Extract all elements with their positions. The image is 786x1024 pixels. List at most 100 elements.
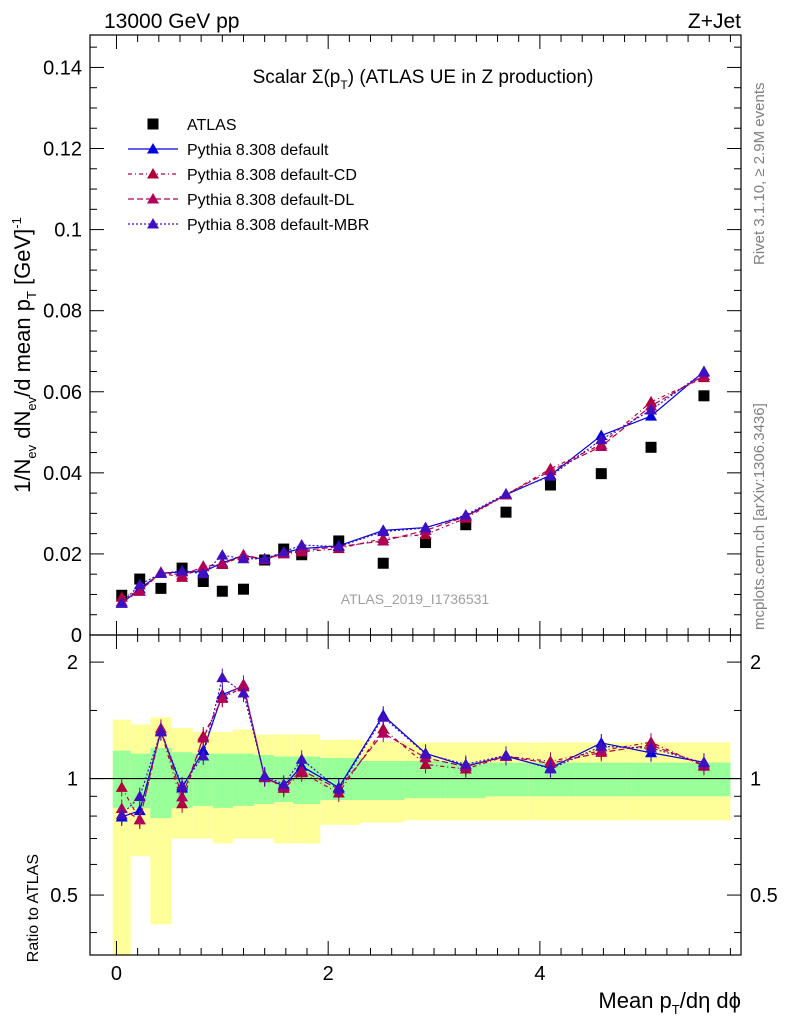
series-point bbox=[295, 544, 308, 556]
series-point bbox=[216, 549, 229, 560]
ratio-point bbox=[133, 804, 146, 816]
x-tick-label: 2 bbox=[323, 963, 334, 985]
series-point bbox=[154, 567, 167, 578]
ratio-point bbox=[115, 808, 128, 820]
ratio-point bbox=[295, 764, 308, 775]
legend-marker bbox=[147, 193, 159, 204]
y-tick-label-main: 0.02 bbox=[43, 544, 82, 566]
ratio-point bbox=[377, 711, 390, 722]
atlas-point bbox=[460, 519, 472, 531]
atlas-point bbox=[595, 468, 607, 480]
legend-marker bbox=[147, 218, 159, 229]
ratio-point bbox=[377, 727, 390, 738]
legend-label: Pythia 8.308 default-DL bbox=[187, 192, 354, 209]
series-line bbox=[121, 371, 705, 604]
x-tick-label: 0 bbox=[111, 963, 122, 985]
series-point bbox=[176, 564, 189, 576]
legend-label: Pythia 8.308 default-CD bbox=[187, 167, 357, 184]
atlas-point bbox=[377, 557, 389, 569]
series-point bbox=[595, 433, 608, 445]
ratio-point bbox=[237, 678, 250, 689]
legend-item: ATLAS bbox=[147, 117, 237, 134]
legend-marker bbox=[147, 168, 159, 179]
legend-marker bbox=[147, 143, 159, 154]
series-point bbox=[237, 552, 250, 564]
band-inner bbox=[192, 753, 213, 806]
atlas-point bbox=[155, 582, 167, 594]
title-sub: T bbox=[340, 78, 348, 92]
ratio-point bbox=[237, 687, 250, 698]
y-tick-label-main: 0.12 bbox=[43, 139, 82, 161]
ratio-point bbox=[544, 762, 557, 774]
series-point bbox=[197, 567, 210, 579]
series-point bbox=[544, 464, 557, 476]
x-axis-label: Mean pT/dη dϕ bbox=[598, 988, 741, 1017]
ratio-point bbox=[459, 758, 472, 769]
ratio-point bbox=[133, 813, 146, 825]
legend-marker bbox=[147, 118, 159, 130]
series-point bbox=[133, 578, 146, 590]
y-tick-label-main: 0.1 bbox=[54, 220, 82, 242]
series-point bbox=[645, 410, 658, 421]
band-inner bbox=[360, 761, 405, 801]
y-tick-label-main: 0.04 bbox=[43, 463, 82, 485]
atlas-point bbox=[197, 575, 209, 587]
ratio-point bbox=[500, 749, 513, 760]
series-point bbox=[332, 540, 345, 552]
atlas-point bbox=[500, 506, 512, 518]
series-point bbox=[216, 558, 229, 569]
series-group bbox=[115, 365, 710, 829]
ratio-point bbox=[154, 725, 167, 737]
ratio-frame bbox=[89, 634, 742, 956]
ratio-point bbox=[277, 778, 290, 789]
y-axis-label-main: 1/Nev dNev/d mean pT [GeV]-1 bbox=[9, 217, 39, 493]
ratio-point bbox=[419, 747, 432, 759]
series-point bbox=[258, 552, 271, 564]
header-left: 13000 GeV pp bbox=[104, 10, 239, 33]
ratio-point bbox=[332, 783, 345, 794]
y-tick-label-ratio-right: 0.5 bbox=[750, 885, 778, 907]
atlas-point bbox=[698, 390, 710, 402]
y-tick-label-main: 0.14 bbox=[43, 57, 82, 79]
header-right: Z+Jet bbox=[688, 10, 741, 33]
ratio-point bbox=[697, 756, 710, 768]
legend-label: ATLAS bbox=[187, 117, 237, 134]
series-point bbox=[295, 539, 308, 550]
legend-item: Pythia 8.308 default-DL bbox=[128, 192, 354, 209]
atlas-point bbox=[237, 583, 249, 595]
title-post: ) (ATLAS UE in Z production) bbox=[348, 67, 594, 88]
ratio-point bbox=[133, 790, 146, 802]
series-point bbox=[115, 596, 128, 608]
y-tick-label-main: 0.08 bbox=[43, 301, 82, 323]
ratio-point bbox=[645, 742, 658, 753]
legend-label: Pythia 8.308 default bbox=[187, 142, 329, 159]
series-point bbox=[500, 487, 513, 499]
ratio-point bbox=[176, 790, 189, 802]
legend-label: Pythia 8.308 default-MBR bbox=[187, 217, 369, 234]
series-point bbox=[133, 585, 146, 596]
ratio-point bbox=[216, 671, 229, 683]
series-line bbox=[121, 377, 705, 598]
legend-item: Pythia 8.308 default-CD bbox=[128, 167, 357, 184]
ratio-point bbox=[595, 740, 608, 751]
y-tick-label-ratio: 2 bbox=[67, 652, 78, 674]
series-point bbox=[595, 440, 608, 451]
band-inner bbox=[232, 753, 255, 806]
chart-title: Scalar Σ(pT) (ATLAS UE in Z production) bbox=[253, 67, 594, 92]
ratio-point bbox=[176, 779, 189, 791]
series-3 bbox=[115, 366, 710, 824]
series-point bbox=[645, 404, 658, 415]
band-inner bbox=[575, 762, 627, 797]
title-pre: Scalar Σ(p bbox=[253, 67, 341, 88]
band-inner bbox=[626, 762, 678, 797]
legend: ATLAS Pythia 8.308 default Pythia 8.308 de… bbox=[128, 117, 369, 234]
atlas-point bbox=[216, 585, 228, 597]
band-inner bbox=[212, 753, 233, 808]
mcplots-label: mcplots.cern.ch [arXiv:1306.3436] bbox=[751, 403, 768, 630]
series-point bbox=[544, 470, 557, 481]
ratio-point bbox=[216, 691, 229, 702]
atlas-point bbox=[645, 441, 657, 453]
band-inner bbox=[485, 762, 529, 797]
y-tick-label-ratio: 1 bbox=[67, 769, 78, 791]
rivet-label: Rivet 3.1.10, ≥ 2.9M events bbox=[751, 83, 768, 266]
